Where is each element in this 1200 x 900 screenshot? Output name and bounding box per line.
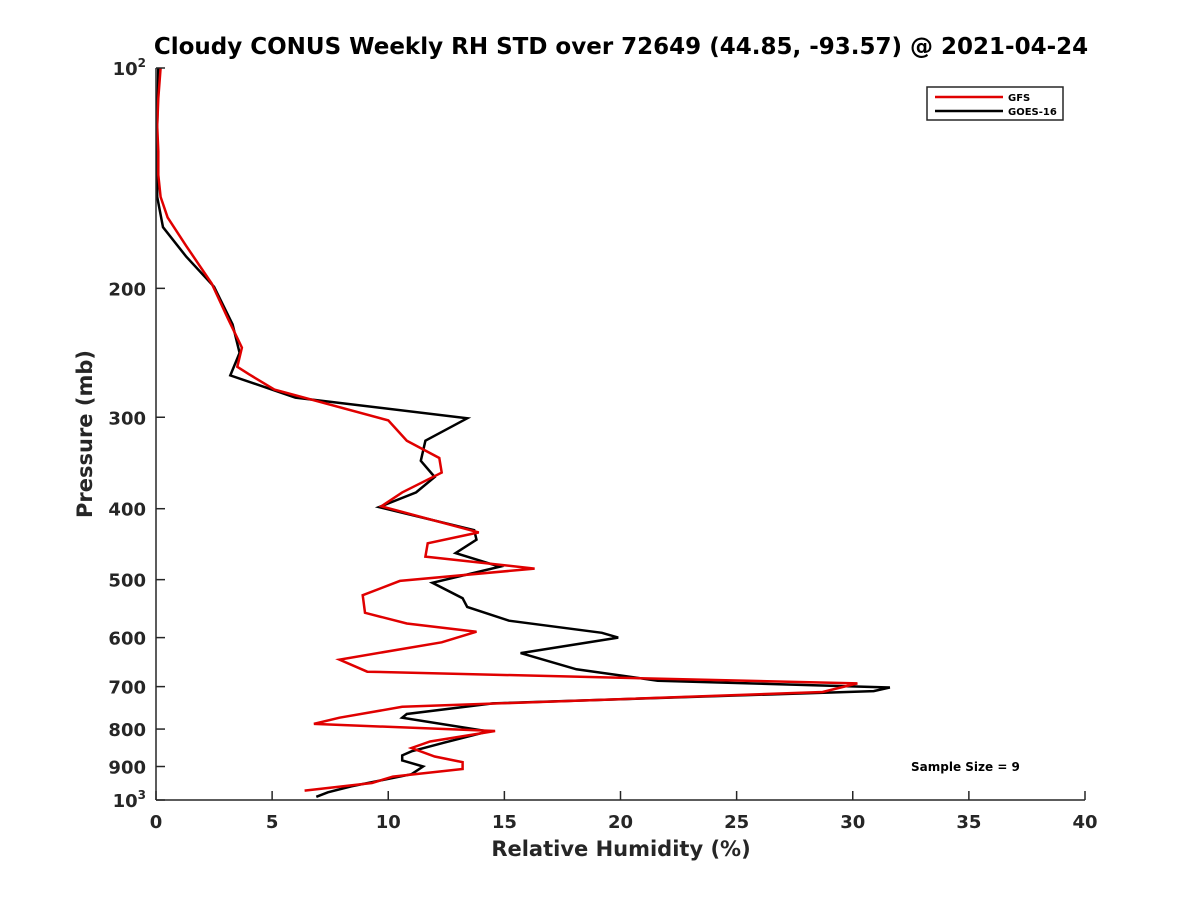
y-tick-label: 103	[113, 788, 146, 812]
x-tick-label: 30	[840, 812, 865, 833]
y-tick-exponent: 3	[138, 788, 146, 802]
legend-label-goes16: GOES-16	[1008, 107, 1057, 118]
legend-label-gfs: GFS	[1008, 93, 1030, 104]
y-tick-label: 500	[108, 571, 146, 592]
plot-area-frame	[156, 68, 1085, 800]
y-tick-base: 10	[113, 791, 138, 812]
x-tick-label: 15	[492, 812, 517, 833]
legend-box	[926, 86, 1064, 121]
sample-size-note: Sample Size = 9	[911, 760, 1020, 774]
chart-title: Cloudy CONUS Weekly RH STD over 72649 (4…	[154, 34, 1088, 60]
y-axis-label: Pressure (mb)	[73, 350, 97, 518]
y-tick-label: 700	[108, 678, 146, 699]
y-tick-label: 600	[108, 629, 146, 650]
x-tick-label: 10	[376, 812, 401, 833]
legend: GFS GOES-16	[926, 86, 1064, 121]
y-tick-base: 10	[113, 59, 138, 80]
y-tick-label: 800	[108, 720, 146, 741]
y-tick-label: 300	[108, 408, 146, 429]
series-layer	[155, 67, 891, 798]
series-line-gfs	[155, 67, 858, 792]
x-axis-ticks: 0 5 10 15 20 25 30 35 40	[150, 791, 1098, 833]
y-tick-label: 900	[108, 758, 146, 779]
y-tick-label: 102	[113, 56, 146, 80]
y-tick-exponent: 2	[138, 56, 146, 70]
x-tick-label: 0	[150, 812, 163, 833]
x-tick-label: 35	[956, 812, 981, 833]
x-tick-label: 25	[724, 812, 749, 833]
y-tick-label: 200	[108, 279, 146, 300]
x-tick-label: 5	[266, 812, 279, 833]
y-tick-label: 400	[108, 500, 146, 521]
x-tick-label: 20	[608, 812, 633, 833]
x-tick-label: 40	[1072, 812, 1097, 833]
x-axis-label: Relative Humidity (%)	[491, 837, 750, 861]
